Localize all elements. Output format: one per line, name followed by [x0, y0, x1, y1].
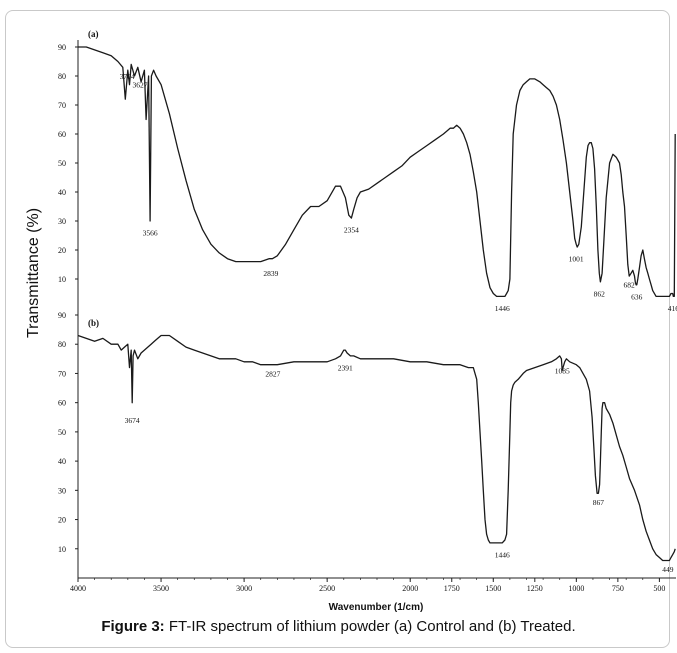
peak-label: 3566	[143, 229, 158, 238]
peak-label: 2354	[344, 226, 359, 235]
x-tick-label: 1000	[568, 584, 584, 593]
peak-label: 449	[662, 565, 674, 574]
peak-label: 1446	[495, 551, 510, 560]
x-tick-label: 3500	[153, 584, 169, 593]
y-tick-label: 10	[58, 275, 66, 284]
y-tick-label: 20	[58, 246, 66, 255]
peak-label: 3704	[120, 72, 135, 81]
caption-text: FT-IR spectrum of lithium powder (a) Con…	[164, 618, 576, 635]
y-tick-label: 10	[58, 545, 66, 554]
y-tick-label: 60	[58, 130, 66, 139]
figure-caption: Figure 3: FT-IR spectrum of lithium powd…	[0, 618, 677, 635]
peak-label: 416	[668, 304, 677, 313]
peak-label: 3627	[132, 81, 147, 90]
y-tick-label: 60	[58, 399, 66, 408]
panel-label-a: (a)	[88, 29, 99, 39]
peak-label: 3674	[125, 416, 140, 425]
peak-label: 2839	[263, 269, 278, 278]
y-tick-label: 50	[58, 428, 66, 437]
x-tick-label: 1750	[444, 584, 460, 593]
caption-label: Figure 3:	[101, 618, 165, 635]
peak-label: 867	[593, 498, 605, 507]
peak-label: 636	[631, 292, 643, 301]
peak-label: 862	[594, 289, 606, 298]
spectrum-line-a	[78, 46, 676, 298]
y-tick-label: 30	[58, 486, 66, 495]
y-tick-label: 80	[58, 340, 66, 349]
panel-label-b: (b)	[88, 318, 99, 328]
x-tick-label: 750	[612, 584, 624, 593]
y-tick-label: 20	[58, 516, 66, 525]
x-tick-label: 1250	[527, 584, 543, 593]
y-tick-label: 40	[58, 457, 66, 466]
y-tick-label: 90	[58, 311, 66, 320]
y-tick-label: 90	[58, 43, 66, 52]
spectrum-line-b	[77, 334, 676, 562]
y-tick-label: 50	[58, 159, 66, 168]
peak-label: 1001	[569, 255, 584, 264]
x-tick-label: 500	[653, 584, 665, 593]
peak-label: 1085	[555, 366, 570, 375]
y-tick-label: 40	[58, 188, 66, 197]
y-axis-label: Transmittance (%)	[25, 208, 42, 338]
x-tick-label: 3000	[236, 584, 252, 593]
y-tick-label: 30	[58, 217, 66, 226]
peak-label: 2827	[265, 369, 280, 378]
y-tick-label: 70	[58, 369, 66, 378]
y-tick-label: 80	[58, 72, 66, 81]
x-tick-label: 2500	[319, 584, 335, 593]
x-tick-label: 4000	[70, 584, 86, 593]
peak-label: 2391	[338, 364, 353, 373]
x-tick-label: 1500	[485, 584, 501, 593]
y-tick-label: 70	[58, 101, 66, 110]
x-axis-label: Wavenumber (1/cm)	[329, 602, 424, 613]
x-tick-label: 2000	[402, 584, 418, 593]
peak-label: 682	[624, 281, 636, 290]
peak-label: 1446	[495, 304, 510, 313]
